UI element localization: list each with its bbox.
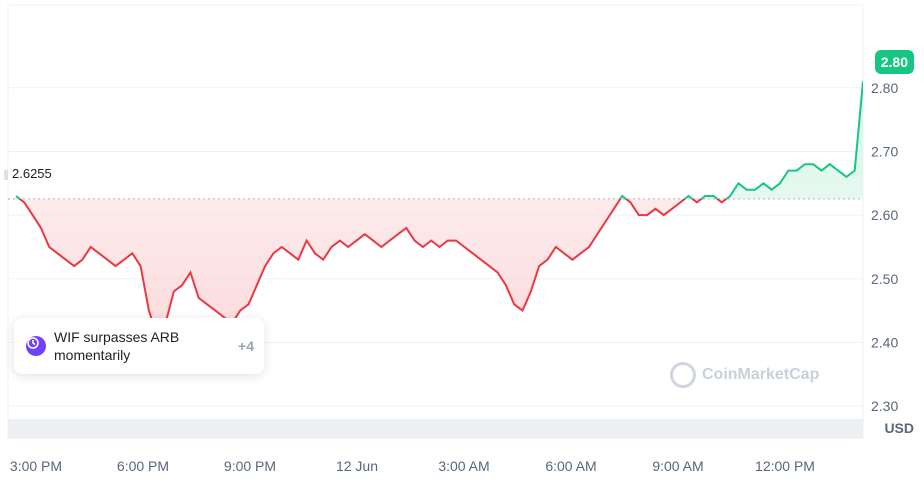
watermark: CoinMarketCap — [670, 362, 819, 388]
coinmarketcap-logo-icon — [670, 362, 696, 388]
history-icon — [26, 336, 46, 356]
news-text: WIF surpasses ARB momentarily — [54, 329, 180, 363]
x-tick-label: 12:00 PM — [755, 458, 815, 474]
y-tick-label: 2.70 — [871, 143, 898, 159]
news-count[interactable]: +4 — [238, 338, 254, 354]
x-tick-label: 3:00 PM — [10, 458, 62, 474]
volume-area — [8, 418, 863, 438]
y-tick-label: 2.30 — [871, 398, 898, 414]
x-tick-label: 12 Jun — [336, 458, 378, 474]
price-area-below — [16, 198, 863, 337]
y-tick-label: 2.60 — [871, 207, 898, 223]
current-price-badge: 2.80 — [874, 50, 914, 74]
y-tick-label: 2.40 — [871, 334, 898, 350]
x-tick-label: 6:00 PM — [117, 458, 169, 474]
news-card[interactable]: WIF surpasses ARB momentarily +4 — [14, 318, 264, 374]
reference-price-label: 2.6255 — [8, 165, 56, 182]
currency-label: USD — [884, 420, 914, 436]
reference-marker — [4, 170, 10, 180]
x-tick-label: 9:00 PM — [224, 458, 276, 474]
x-tick-label: 9:00 AM — [652, 458, 703, 474]
y-tick-label: 2.80 — [871, 80, 898, 96]
price-area-above — [16, 81, 863, 199]
y-tick-label: 2.50 — [871, 271, 898, 287]
clock-icon — [27, 337, 39, 349]
x-tick-label: 3:00 AM — [438, 458, 489, 474]
x-tick-label: 6:00 AM — [545, 458, 596, 474]
watermark-text: CoinMarketCap — [702, 366, 820, 383]
